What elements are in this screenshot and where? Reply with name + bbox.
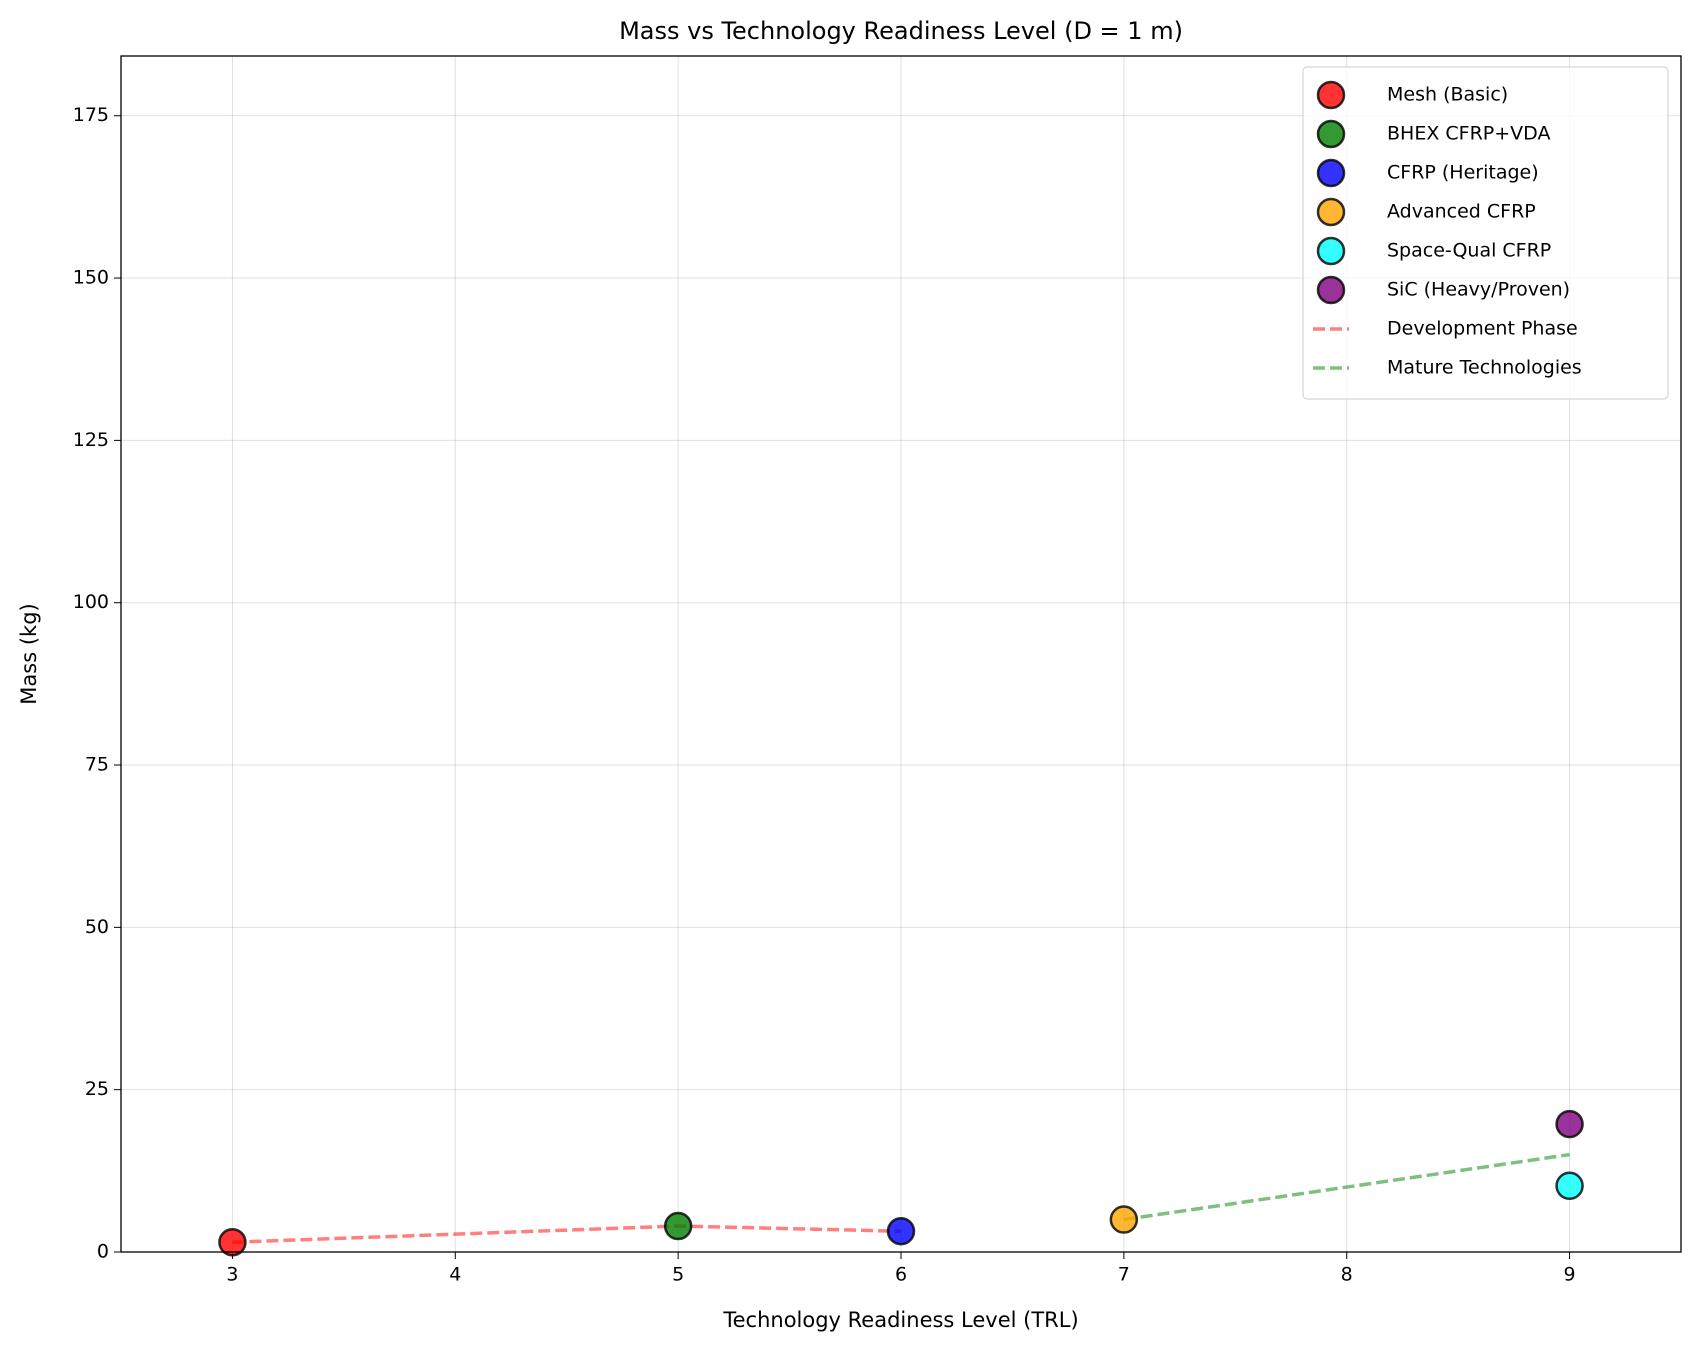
legend-label: Mature Technologies [1387, 357, 1582, 379]
scatter-point [886, 1216, 916, 1246]
x-tick-label: 6 [895, 1264, 907, 1286]
legend-label: CFRP (Heritage) [1387, 162, 1539, 184]
legend-label: Space-Qual CFRP [1387, 240, 1551, 262]
legend-marker [1316, 158, 1346, 188]
legend-label: SiC (Heavy/Proven) [1387, 279, 1570, 301]
y-tick-label: 0 [97, 1241, 109, 1263]
scatter-point [1109, 1205, 1139, 1234]
legend-marker [1316, 197, 1346, 227]
x-tick-label: 8 [1341, 1264, 1353, 1286]
x-tick-label: 5 [672, 1264, 684, 1286]
x-tick-label: 9 [1564, 1264, 1576, 1286]
y-axis-label: Mass (kg) [17, 603, 41, 704]
y-tick-label: 150 [73, 267, 109, 289]
y-tick-label: 50 [85, 916, 109, 938]
legend-box [1302, 66, 1669, 400]
x-axis-label: Technology Readiness Level (TRL) [722, 1308, 1078, 1332]
legend-label: Advanced CFRP [1387, 201, 1536, 223]
scatter-point [1555, 1171, 1584, 1201]
legend-label: BHEX CFRP+VDA [1387, 123, 1550, 145]
y-tick-label: 75 [85, 754, 109, 776]
x-tick-label: 7 [1118, 1264, 1130, 1286]
scatter-point [218, 1228, 247, 1257]
chart-title: Mass vs Technology Readiness Level (D = … [619, 17, 1183, 45]
legend-marker [1316, 80, 1346, 110]
y-tick-label: 175 [73, 104, 109, 126]
scatter-point [663, 1211, 693, 1241]
legend-marker [1316, 275, 1346, 305]
legend-marker [1316, 119, 1346, 149]
x-tick-label: 4 [449, 1264, 461, 1286]
y-tick-label: 100 [73, 591, 109, 613]
scatter-point [1555, 1109, 1584, 1139]
legend-label: Mesh (Basic) [1387, 84, 1508, 106]
plot-frame [120, 55, 1682, 1253]
y-tick-label: 25 [85, 1078, 109, 1100]
legend-label: Development Phase [1387, 318, 1578, 340]
trend-line [232, 1224, 902, 1245]
legend-marker [1316, 236, 1346, 266]
y-tick-label: 125 [73, 429, 109, 451]
trend-line [1123, 1152, 1570, 1222]
x-tick-label: 3 [226, 1264, 238, 1286]
